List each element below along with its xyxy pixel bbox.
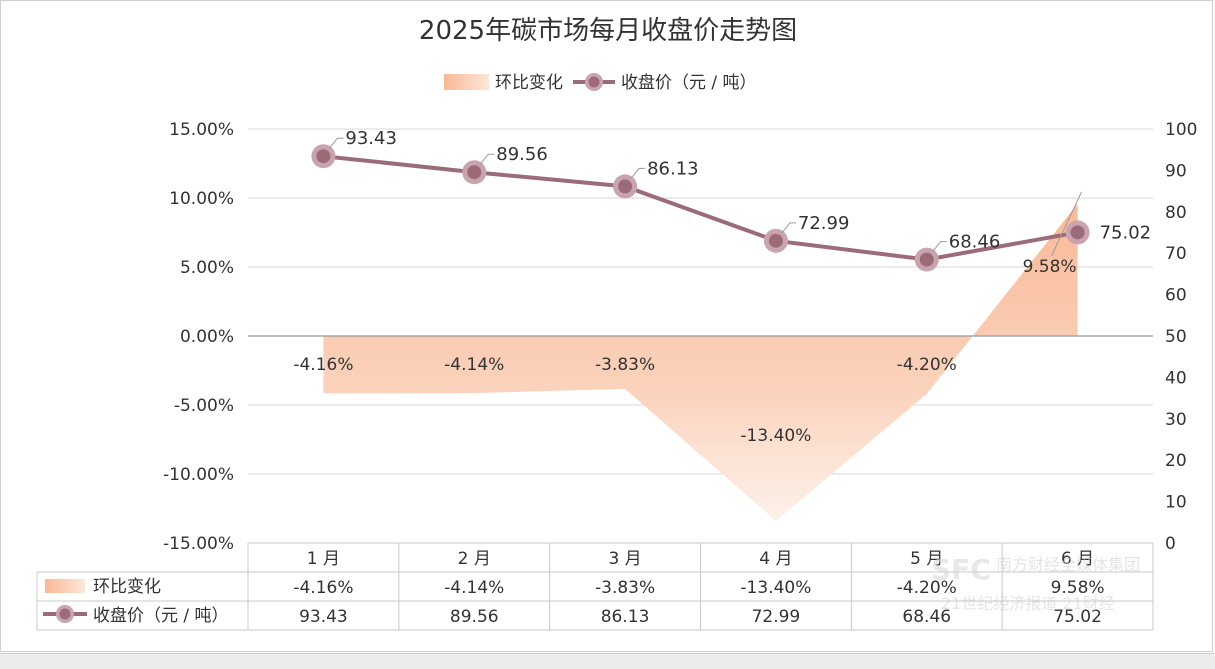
y-right-tick-label: 20 — [1165, 451, 1187, 471]
table-row-label-line: 收盘价（元 / 吨） — [93, 606, 229, 626]
table-cell-area: 9.58% — [1051, 578, 1105, 598]
bottom-band — [0, 653, 1215, 669]
x-category-label: 1 月 — [307, 549, 340, 569]
x-category-label: 5 月 — [910, 549, 943, 569]
y-right-tick-label: 60 — [1165, 286, 1187, 306]
line-data-label: 93.43 — [345, 128, 397, 149]
line-marker — [316, 149, 331, 164]
line-marker — [1070, 225, 1085, 240]
area-data-label: -3.83% — [595, 355, 655, 375]
table-cell-area: -4.14% — [444, 578, 504, 598]
table-cell-line: 75.02 — [1053, 607, 1102, 627]
legend-label-area: 环比变化 — [495, 73, 563, 93]
legend-swatch-area — [444, 74, 489, 90]
line-marker — [768, 233, 783, 248]
x-category-label: 6 月 — [1061, 549, 1094, 569]
line-marker — [618, 179, 633, 194]
chart-title: 2025年碳市场每月收盘价走势图 — [419, 16, 797, 46]
area-data-label: -4.14% — [444, 355, 504, 375]
leader-line — [932, 241, 947, 252]
y-right-tick-label: 90 — [1165, 161, 1187, 181]
line-marker — [919, 252, 934, 267]
area-series — [323, 203, 1078, 521]
table-legend-area: 环比变化 — [45, 577, 161, 597]
line-series-path — [323, 154, 1078, 262]
chart-svg: 2025年碳市场每月收盘价走势图 环比变化 收盘价（元 / 吨） 15.00%1… — [36, 16, 1197, 631]
legend-label-line: 收盘价（元 / 吨） — [621, 73, 757, 93]
y-right-tick-label: 70 — [1165, 244, 1187, 264]
area-data-label: -4.20% — [897, 355, 957, 375]
table-row-label-area: 环比变化 — [93, 577, 161, 597]
area-data-label: -13.40% — [740, 426, 811, 446]
table-cell-line: 68.46 — [902, 607, 951, 627]
watermark-line1: 南方财经全媒体集团 — [996, 555, 1140, 574]
x-category-label: 3 月 — [608, 549, 641, 569]
line-series — [311, 144, 1090, 272]
line-marker — [467, 165, 482, 180]
area-data-label: -4.16% — [293, 355, 353, 375]
y-right-tick-label: 50 — [1165, 327, 1187, 347]
y-left-tick-label: 10.00% — [169, 189, 234, 209]
y-left-tick-label: 15.00% — [169, 120, 234, 140]
chart-frame: 2025年碳市场每月收盘价走势图 环比变化 收盘价（元 / 吨） 15.00% 1… — [0, 0, 1213, 652]
line-data-label: 86.13 — [647, 158, 699, 179]
area-series-fill — [323, 203, 1078, 521]
y-right-tick-label: 30 — [1165, 410, 1187, 430]
legend-swatch-marker — [588, 76, 600, 88]
watermark: SFC 南方财经全媒体集团 21世纪经济报道 21财经 — [931, 553, 1140, 613]
y-right-tick-label: 80 — [1165, 203, 1187, 223]
table-swatch-marker — [59, 608, 71, 620]
line-data-label: 68.46 — [949, 232, 1001, 253]
table-cell-line: 89.56 — [450, 607, 499, 627]
table-cell-area: -4.20% — [897, 578, 957, 598]
y-left-tick-label: -10.00% — [163, 465, 234, 485]
x-category-label: 2 月 — [458, 549, 491, 569]
table-cell-area: -3.83% — [595, 578, 655, 598]
y-right-tick-label: 40 — [1165, 368, 1187, 388]
y-left-tick-label: 5.00% — [180, 258, 234, 278]
y-left-tick-label: -5.00% — [174, 396, 234, 416]
table-cell-area: -4.16% — [293, 578, 353, 598]
table-cell-line: 86.13 — [601, 607, 650, 627]
y-left-tick-label: 0.00% — [180, 327, 234, 347]
leader-line — [781, 222, 796, 234]
line-data-label: 89.56 — [496, 144, 548, 165]
table-cell-area: -13.40% — [740, 578, 811, 598]
leader-line — [329, 137, 344, 149]
y-left-tick-label: -15.00% — [163, 534, 234, 554]
table-legend-line: 收盘价（元 / 吨） — [43, 605, 229, 626]
axes: 15.00% 10.00% 5.00% 0.00% -5.00% -10.00% -15.0… — [163, 120, 1197, 554]
area-data-label: 9.58% — [1023, 257, 1077, 277]
y-right-tick-label: 100 — [1165, 120, 1197, 140]
watermark-logo: SFC — [931, 553, 991, 586]
legend: 环比变化 收盘价（元 / 吨） — [444, 73, 757, 93]
leader-line — [479, 153, 495, 165]
y-right-tick-label: 0 — [1165, 534, 1176, 554]
line-data-label: 72.99 — [798, 213, 850, 234]
table-cell-line: 93.43 — [299, 607, 348, 627]
leader-line — [630, 167, 646, 179]
line-data-label: 75.02 — [1100, 222, 1152, 243]
data-labels: -4.16% -4.14% -3.83% -13.40% -4.20% 9.58% 93.4… — [293, 128, 1151, 446]
y-right-tick-label: 10 — [1165, 493, 1187, 513]
x-category-label: 4 月 — [759, 549, 792, 569]
watermark-line2: 21世纪经济报道 21财经 — [941, 594, 1115, 613]
leader-line — [1051, 191, 1083, 257]
table-cell-line: 72.99 — [752, 607, 801, 627]
data-table: 环比变化 收盘价（元 / 吨） 1 月 -4.16% 93.43 2 月 -4.14% 8… — [36, 542, 1154, 631]
table-swatch-area — [45, 579, 85, 593]
